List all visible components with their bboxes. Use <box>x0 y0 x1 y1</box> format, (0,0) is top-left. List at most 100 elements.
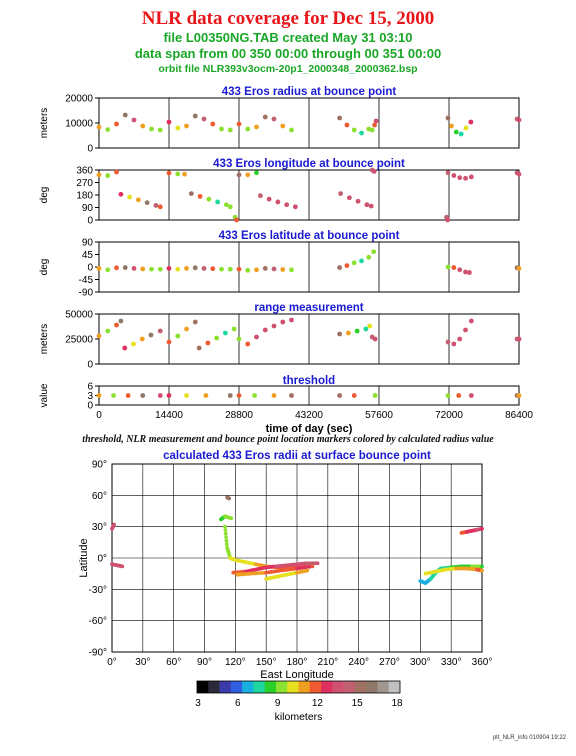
data-point <box>366 254 372 260</box>
data-point <box>280 267 286 272</box>
track-point <box>227 496 232 501</box>
data-point <box>451 341 457 347</box>
y-tick-label: 0 <box>87 144 93 155</box>
colorbar-swatch <box>309 681 322 693</box>
data-point <box>210 266 216 272</box>
data-point <box>245 172 251 178</box>
colorbar-swatch <box>208 681 220 693</box>
colorbar-label: kilometers <box>275 711 323 723</box>
colorbar-swatch <box>230 681 243 693</box>
data-point <box>344 122 350 128</box>
data-point <box>280 123 286 129</box>
panel-title: 433 Eros radius at bounce point <box>222 86 397 98</box>
data-point <box>118 191 124 197</box>
data-point <box>463 327 468 333</box>
colorbar-swatch <box>197 681 209 693</box>
colorbar-tick-label: 3 <box>195 698 201 709</box>
panel-title: threshold <box>283 375 335 387</box>
data-point <box>371 249 377 255</box>
data-point <box>140 393 146 398</box>
y-tick-label: 180 <box>76 191 93 202</box>
map-y-tick-label: -60° <box>89 616 107 627</box>
data-point <box>364 202 370 208</box>
data-point <box>105 328 111 334</box>
page-title: NLR data coverage for Dec 15, 2000 <box>141 8 435 29</box>
data-point <box>266 196 272 202</box>
colorbar-swatch <box>354 681 367 693</box>
track-point <box>224 542 229 546</box>
data-point <box>192 265 198 271</box>
y-tick-label: 0 <box>87 216 93 227</box>
data-point <box>175 171 181 177</box>
data-point <box>346 195 352 201</box>
data-point <box>144 200 150 206</box>
data-point <box>516 171 522 177</box>
data-point <box>451 265 457 270</box>
y-axis-label: deg <box>39 187 50 204</box>
map-x-tick-label: 360° <box>472 657 493 668</box>
y-tick-label: 90 <box>82 238 94 249</box>
data-point <box>223 202 229 208</box>
data-point <box>271 393 277 398</box>
data-point <box>236 393 242 398</box>
data-point <box>245 341 251 347</box>
data-point <box>254 267 259 273</box>
data-point <box>135 197 141 203</box>
data-point <box>254 124 259 130</box>
data-point <box>351 393 357 398</box>
colorbar-swatch <box>366 681 378 693</box>
data-point <box>114 169 119 175</box>
track-point <box>223 524 227 529</box>
data-point <box>271 116 277 122</box>
data-point <box>271 266 277 272</box>
data-point <box>192 319 198 325</box>
data-point <box>359 130 364 136</box>
y-axis-label: meters <box>39 108 50 139</box>
x-tick-label: 14400 <box>155 410 183 421</box>
data-point <box>371 168 377 174</box>
data-point <box>468 393 474 398</box>
data-point <box>257 193 263 199</box>
map-x-tick-label: 0° <box>107 657 117 668</box>
file-info-line: file L00350NG.TAB created May 31 03:10 <box>163 30 413 45</box>
map-x-tick-label: 300° <box>410 657 431 668</box>
x-tick-label: 43200 <box>295 410 323 421</box>
data-point <box>215 199 221 205</box>
data-point <box>175 333 181 339</box>
map-x-tick-label: 270° <box>379 657 400 668</box>
data-point <box>206 196 212 202</box>
data-point <box>453 129 459 135</box>
map-x-tick-label: 90° <box>197 657 212 668</box>
data-point <box>175 125 181 131</box>
data-point <box>114 121 119 127</box>
y-tick-label: -90 <box>79 288 94 299</box>
data-point <box>451 173 457 178</box>
map-y-tick-label: -30° <box>89 585 107 596</box>
map-y-axis-label: Latitude <box>78 538 90 577</box>
track-point <box>480 568 484 573</box>
map-y-tick-label: 60° <box>92 491 107 502</box>
y-tick-label: 3 <box>87 391 93 402</box>
data-point <box>354 328 360 334</box>
data-point <box>153 203 159 208</box>
data-point <box>468 318 474 324</box>
data-point <box>149 266 154 272</box>
data-point <box>231 326 237 332</box>
y-axis-label: meters <box>39 324 50 355</box>
data-point <box>363 326 369 332</box>
data-point <box>234 217 239 223</box>
y-tick-label: 50000 <box>65 310 93 321</box>
figure-caption: threshold, NLR measurement and bounce po… <box>82 434 494 445</box>
y-tick-label: 0 <box>87 401 93 412</box>
colorbar-swatch <box>321 681 333 693</box>
data-point <box>149 126 154 132</box>
data-point <box>280 319 286 325</box>
data-point <box>114 265 119 271</box>
colorbar-swatch <box>332 681 344 693</box>
data-point <box>351 260 357 266</box>
data-point <box>96 333 102 339</box>
data-point <box>372 393 378 398</box>
data-point <box>210 121 216 127</box>
data-point <box>449 123 454 129</box>
